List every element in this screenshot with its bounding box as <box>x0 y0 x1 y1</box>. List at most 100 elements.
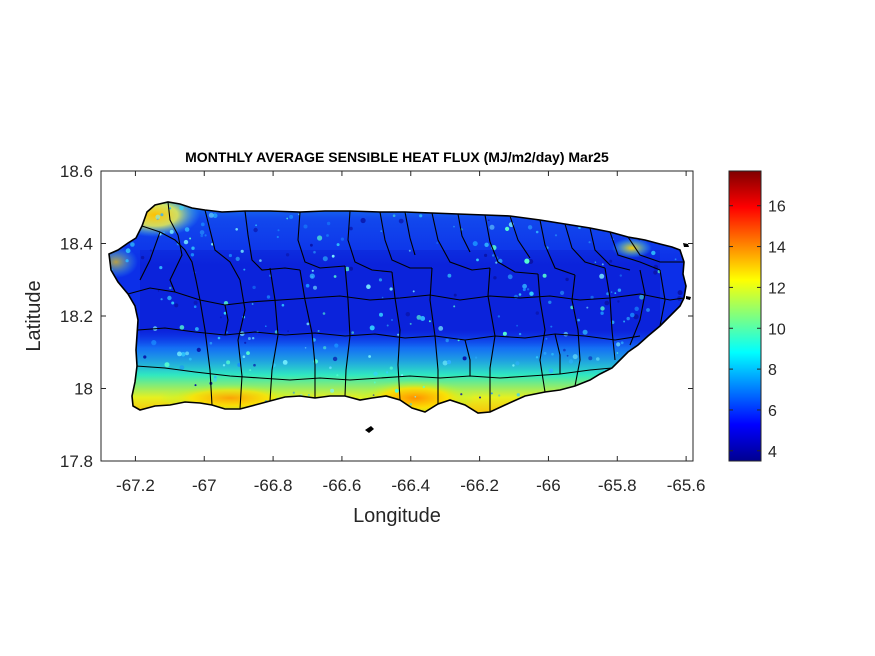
flux-speckle <box>326 234 329 237</box>
flux-speckle <box>313 285 317 290</box>
flux-speckle <box>445 338 449 343</box>
flux-speckle <box>252 285 256 290</box>
coastline <box>108 201 687 414</box>
flux-speckle <box>249 369 252 372</box>
flux-speckle <box>189 237 192 240</box>
flux-speckle <box>515 361 520 366</box>
y-tick-label: 18.2 <box>60 307 93 326</box>
flux-speckle <box>204 234 207 237</box>
flux-speckle <box>502 331 507 336</box>
flux-speckle <box>247 337 251 340</box>
west-coast-hotspot <box>109 246 138 278</box>
flux-speckle <box>516 393 520 397</box>
flux-speckle <box>323 346 327 350</box>
flux-speckle <box>174 303 179 308</box>
flux-speckle <box>551 352 554 356</box>
flux-speckle <box>590 295 594 299</box>
flux-speckle <box>548 300 552 304</box>
flux-speckle <box>565 277 569 282</box>
x-tick-label: -66.8 <box>254 476 293 495</box>
flux-speckle <box>252 337 255 340</box>
flux-speckle <box>484 253 488 257</box>
flux-speckle <box>159 266 163 270</box>
flux-speckle <box>331 254 335 258</box>
x-tick-label: -66.6 <box>323 476 362 495</box>
flux-speckle <box>516 324 518 327</box>
flux-speckle <box>596 357 600 361</box>
x-tick-label: -67 <box>192 476 217 495</box>
flux-speckle <box>498 394 501 397</box>
flux-speckle <box>394 388 399 393</box>
flux-speckle <box>535 356 539 359</box>
municipality-boundary <box>297 211 346 269</box>
flux-speckle <box>634 306 639 311</box>
flux-speckle <box>453 293 457 297</box>
flux-speckle <box>306 322 310 326</box>
flux-speckle <box>253 227 258 233</box>
flux-speckle <box>305 283 310 288</box>
flux-speckle <box>518 332 522 336</box>
flux-speckle <box>460 393 463 396</box>
flux-speckle <box>223 311 227 315</box>
flux-speckle <box>389 366 393 370</box>
colorbar-tick-label: 16 <box>768 199 786 216</box>
municipality-boundary <box>347 210 393 273</box>
flux-speckle <box>401 374 404 377</box>
flux-speckle <box>582 329 588 335</box>
flux-speckle <box>442 360 448 366</box>
flux-speckle <box>336 243 340 247</box>
flux-speckle <box>457 339 460 342</box>
flux-speckle <box>616 342 621 347</box>
flux-speckle <box>472 241 478 247</box>
municipality-boundary <box>139 231 161 281</box>
flux-speckle <box>265 325 267 328</box>
flux-speckle <box>409 322 412 325</box>
flux-speckle <box>149 249 152 252</box>
flux-speckle <box>422 385 425 389</box>
flux-speckle <box>379 312 383 317</box>
flux-speckle <box>180 352 186 357</box>
flux-speckle <box>196 347 201 352</box>
flux-speckle <box>194 384 197 387</box>
flux-speckle <box>369 325 375 331</box>
municipality-boundary <box>609 231 661 271</box>
municipality-boundary <box>564 223 606 269</box>
flux-speckle <box>566 354 569 357</box>
municipality-boundary <box>589 227 631 271</box>
x-tick-label: -65.6 <box>667 476 706 495</box>
flux-speckle <box>190 253 195 257</box>
flux-speckle <box>600 311 604 315</box>
flux-speckle <box>235 228 238 231</box>
flux-speckle <box>453 305 456 308</box>
flux-speckle <box>380 230 383 232</box>
flux-speckle <box>489 224 495 230</box>
flux-speckle <box>453 225 455 228</box>
flux-speckle <box>351 331 355 334</box>
municipality-boundary <box>604 267 616 361</box>
flux-speckle <box>617 288 622 292</box>
colorbar-tick-label: 10 <box>768 321 786 338</box>
municipality-boundary <box>554 333 561 374</box>
municipality-boundary <box>379 211 432 269</box>
eastern-islet <box>683 243 689 247</box>
flux-speckle <box>163 231 165 234</box>
flux-speckle <box>308 394 310 396</box>
flux-speckle <box>332 356 338 362</box>
x-axis: -67.2 -67 -66.8 -66.6 -66.4 -66.2 -66 -65.8 -65.… <box>116 171 705 495</box>
flux-speckle <box>125 248 131 254</box>
flux-speckle <box>169 229 174 234</box>
flux-speckle <box>522 283 527 289</box>
flux-speckle <box>243 268 246 271</box>
x-tick-label: -67.2 <box>116 476 155 495</box>
flux-speckle <box>212 213 218 219</box>
flux-speckle <box>548 368 554 374</box>
caja-de-muertos-islet <box>365 426 374 433</box>
flux-speckle <box>588 241 591 244</box>
flux-speckle <box>529 291 534 296</box>
flux-speckle <box>349 266 353 271</box>
flux-speckle <box>373 381 376 384</box>
flux-speckle <box>286 217 289 220</box>
flux-speckle <box>616 352 619 354</box>
flux-speckle <box>340 237 344 241</box>
